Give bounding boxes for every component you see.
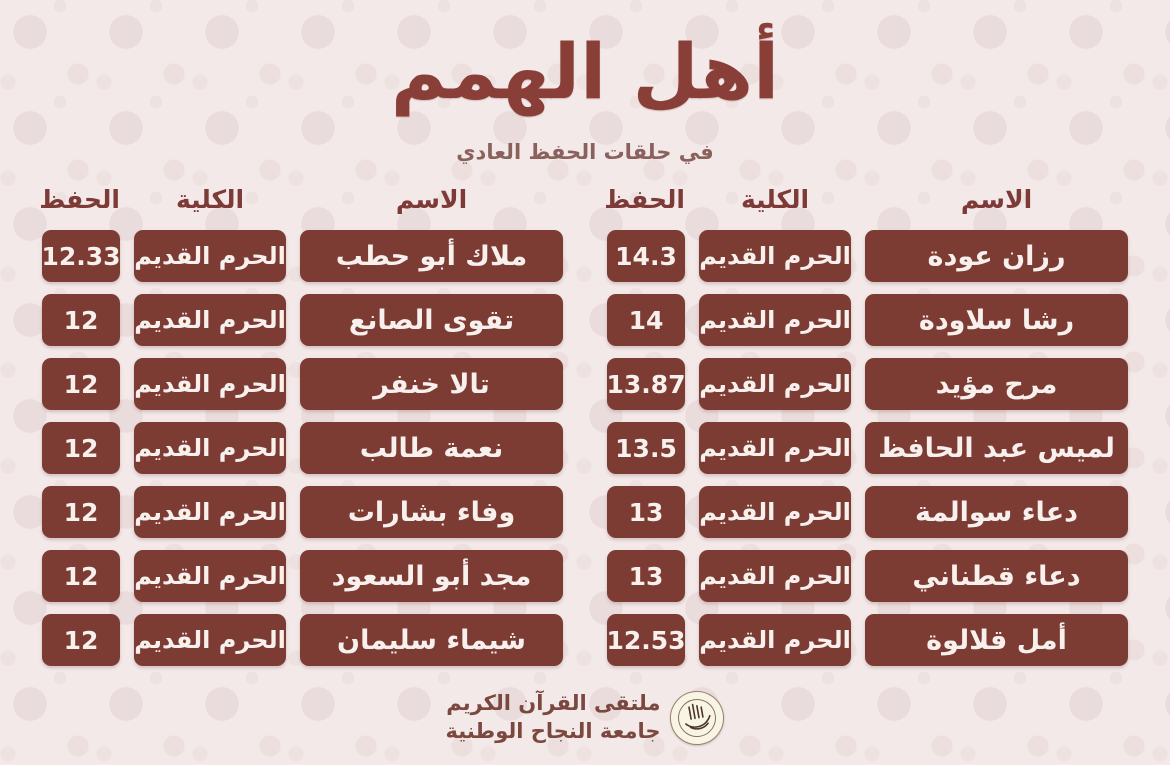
- memorization-score-cell: 12.53: [607, 614, 685, 666]
- memorization-score-cell: 12: [42, 294, 120, 346]
- column-header-college: الكلية: [740, 185, 810, 214]
- student-name-cell: ملاك أبو حطب: [300, 230, 563, 282]
- college-cell: الحرم القديم: [134, 230, 286, 282]
- student-name-cell: دعاء سوالمة: [865, 486, 1128, 538]
- college-cell: الحرم القديم: [134, 550, 286, 602]
- score-table-right: الاسم الكلية الحفظ رزان عودة الحرم القدي…: [604, 182, 1128, 666]
- memorization-score-cell: 12: [42, 422, 120, 474]
- calligraphy-emblem-icon: [678, 698, 717, 737]
- student-name-cell: مجد أبو السعود: [300, 550, 563, 602]
- student-name-cell: وفاء بشارات: [300, 486, 563, 538]
- student-name-cell: شيماء سليمان: [300, 614, 563, 666]
- results-tables: الاسم الكلية الحفظ رزان عودة الحرم القدي…: [0, 182, 1170, 666]
- college-cell: الحرم القديم: [134, 294, 286, 346]
- poster-footer: ملتقى القرآن الكريم جامعة النجاح الوطنية: [0, 686, 1170, 749]
- memorization-score-cell: 14.3: [607, 230, 685, 282]
- student-name-cell: أمل قلالوة: [865, 614, 1128, 666]
- column-header-score: الحفظ: [604, 185, 685, 214]
- memorization-score-cell: 13.87: [607, 358, 685, 410]
- organization-name: ملتقى القرآن الكريم: [446, 691, 661, 716]
- college-cell: الحرم القديم: [699, 422, 851, 474]
- college-cell: الحرم القديم: [699, 294, 851, 346]
- college-cell: الحرم القديم: [699, 358, 851, 410]
- student-name-cell: تقوى الصانع: [300, 294, 563, 346]
- column-header-score: الحفظ: [39, 185, 120, 214]
- college-cell: الحرم القديم: [699, 550, 851, 602]
- student-name-cell: تالا خنفر: [300, 358, 563, 410]
- score-table-left: الاسم الكلية الحفظ ملاك أبو حطب الحرم ال…: [39, 182, 563, 666]
- memorization-score-cell: 13.5: [607, 422, 685, 474]
- memorization-score-cell: 12.33: [42, 230, 120, 282]
- student-name-cell: رشا سلاودة: [865, 294, 1128, 346]
- memorization-score-cell: 12: [42, 614, 120, 666]
- poster-header: أهل الهمم في حلقات الحفظ العادي: [0, 0, 1170, 165]
- page-title: أهل الهمم: [390, 26, 781, 116]
- memorization-score-cell: 12: [42, 358, 120, 410]
- college-cell: الحرم القديم: [699, 486, 851, 538]
- university-name: جامعة النجاح الوطنية: [445, 718, 661, 743]
- student-name-cell: لميس عبد الحافظ: [865, 422, 1128, 474]
- college-cell: الحرم القديم: [134, 358, 286, 410]
- memorization-score-cell: 12: [42, 486, 120, 538]
- college-cell: الحرم القديم: [134, 422, 286, 474]
- memorization-score-cell: 14: [607, 294, 685, 346]
- college-cell: الحرم القديم: [134, 486, 286, 538]
- page-subtitle: في حلقات الحفظ العادي: [456, 140, 714, 164]
- college-cell: الحرم القديم: [134, 614, 286, 666]
- student-name-cell: رزان عودة: [865, 230, 1128, 282]
- student-name-cell: نعمة طالب: [300, 422, 563, 474]
- column-header-name: الاسم: [960, 185, 1033, 214]
- college-cell: الحرم القديم: [699, 230, 851, 282]
- memorization-score-cell: 12: [42, 550, 120, 602]
- memorization-score-cell: 13: [607, 550, 685, 602]
- footer-text: ملتقى القرآن الكريم جامعة النجاح الوطنية: [446, 690, 661, 745]
- college-cell: الحرم القديم: [699, 614, 851, 666]
- student-name-cell: مرح مؤيد: [865, 358, 1128, 410]
- column-header-college: الكلية: [175, 185, 245, 214]
- column-header-name: الاسم: [395, 185, 468, 214]
- quran-forum-logo-icon: [666, 686, 729, 749]
- student-name-cell: دعاء قطناني: [865, 550, 1128, 602]
- memorization-score-cell: 13: [607, 486, 685, 538]
